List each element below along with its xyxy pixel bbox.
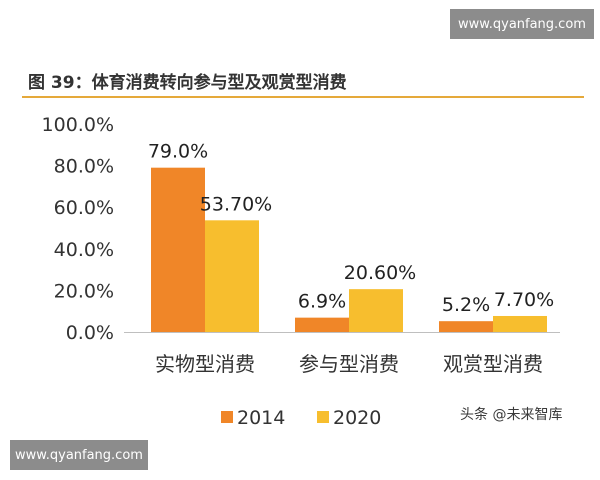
watermark-bottom: www.qyanfang.com: [10, 440, 148, 470]
bars: [151, 167, 547, 332]
title-divider: [22, 96, 584, 98]
bar-data-label: 79.0%: [148, 141, 208, 163]
category-label: 参与型消费: [299, 352, 399, 376]
category-labels: 实物型消费 参与型消费 观赏型消费: [155, 352, 543, 376]
y-tick-label: 60.0%: [54, 197, 114, 219]
chart-title: 图 39：体育消费转向参与型及观赏型消费: [28, 73, 347, 93]
watermark-top: www.qyanfang.com: [450, 9, 594, 39]
y-axis-ticks: 100.0% 80.0% 60.0% 40.0% 20.0% 0.0%: [42, 114, 114, 344]
y-tick-label: 80.0%: [54, 156, 114, 178]
legend: 2014 2020: [221, 407, 381, 429]
bar-2020: [205, 220, 259, 332]
bar-data-label: 53.70%: [200, 193, 272, 215]
bar-2020: [493, 315, 547, 332]
bar-2020: [349, 289, 403, 332]
credit-text: 头条 @未来智库: [460, 407, 563, 423]
legend-swatch-2020: [317, 411, 329, 423]
y-tick-label: 40.0%: [54, 239, 114, 261]
bar-2014: [295, 317, 349, 332]
category-label: 观赏型消费: [443, 352, 543, 376]
data-labels: 79.0% 53.70% 6.9% 20.60% 5.2% 7.70%: [148, 141, 554, 317]
bar-2014: [439, 321, 493, 332]
bar-data-label: 6.9%: [298, 291, 346, 313]
y-tick-label: 20.0%: [54, 280, 114, 302]
legend-swatch-2014: [221, 411, 233, 423]
bar-data-label: 20.60%: [344, 262, 416, 284]
legend-label: 2014: [237, 407, 285, 429]
legend-label: 2020: [333, 407, 381, 429]
bar-data-label: 5.2%: [442, 294, 490, 316]
bar-2014: [151, 167, 205, 332]
y-tick-label: 100.0%: [42, 114, 114, 136]
y-tick-label: 0.0%: [66, 322, 114, 344]
category-label: 实物型消费: [155, 352, 255, 376]
bar-data-label: 7.70%: [494, 289, 554, 311]
